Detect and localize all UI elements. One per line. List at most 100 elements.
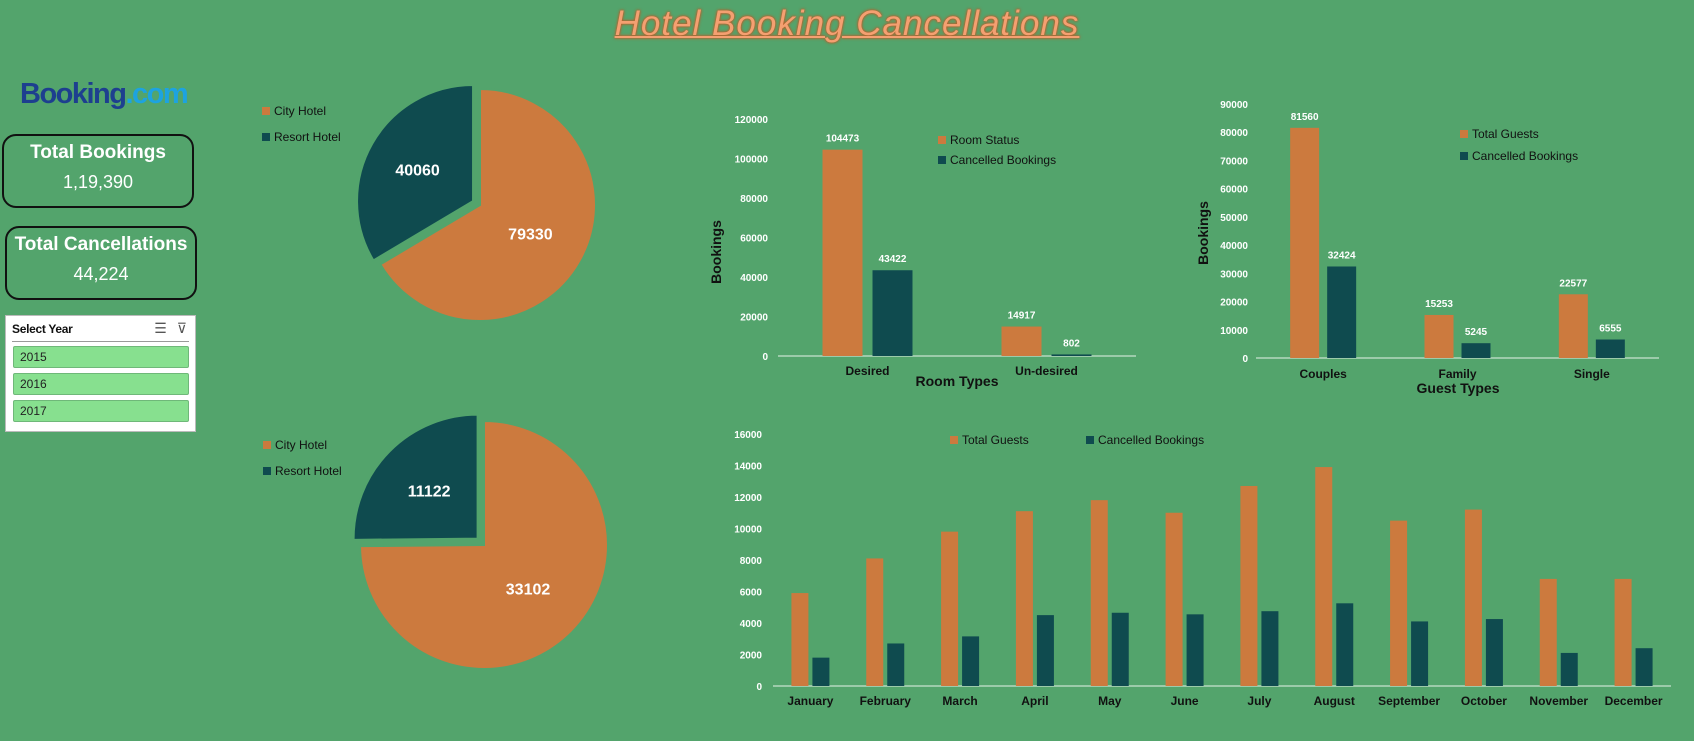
bar-series-1 xyxy=(1015,511,1033,686)
multi-select-icon[interactable]: ☰ xyxy=(154,320,167,336)
bar-data-label: 15253 xyxy=(1425,299,1453,310)
slicer-item-2015[interactable]: 2015 xyxy=(13,346,189,368)
legend-label: Cancelled Bookings xyxy=(1098,433,1204,447)
x-tick-label: Family xyxy=(1438,367,1476,381)
bar-series-1 xyxy=(1090,500,1108,686)
legend-swatch xyxy=(1086,436,1094,444)
bar-series-2 xyxy=(887,643,905,686)
bar-series-2 xyxy=(812,657,830,686)
bar-series-1 xyxy=(1290,127,1320,359)
slicer-header: Select Year xyxy=(12,322,73,336)
legend-label: City Hotel xyxy=(275,438,327,452)
legend-swatch xyxy=(263,441,271,449)
x-tick-label: August xyxy=(1314,694,1355,708)
pie-data-label: 79330 xyxy=(508,227,553,244)
bar-data-label: 43422 xyxy=(879,254,907,265)
x-tick-label: Couples xyxy=(1299,367,1347,381)
bar-series-1 xyxy=(1464,509,1482,686)
bar-data-label: 6555 xyxy=(1599,324,1622,335)
x-tick-label: November xyxy=(1529,694,1588,708)
y-tick-label: 12000 xyxy=(734,493,762,504)
legend-swatch xyxy=(1460,130,1468,138)
x-tick-label: February xyxy=(860,694,912,708)
slicer-item-2016[interactable]: 2016 xyxy=(13,373,189,395)
pie-data-label: 33102 xyxy=(506,582,551,599)
legend-swatch xyxy=(950,436,958,444)
x-tick-label: April xyxy=(1021,694,1048,708)
x-axis-title: Room Types xyxy=(916,373,999,389)
bar-series-2 xyxy=(962,636,980,686)
x-tick-label: May xyxy=(1098,694,1122,708)
bar-series-2 xyxy=(1186,614,1204,686)
bar-series-1 xyxy=(1614,578,1632,686)
bar-data-label: 14917 xyxy=(1008,311,1036,322)
bar-series-2 xyxy=(1560,652,1578,686)
bar-series-1 xyxy=(1315,467,1333,686)
bar-series-1 xyxy=(822,149,863,356)
y-tick-label: 4000 xyxy=(740,619,763,630)
bar-data-label: 5245 xyxy=(1465,327,1488,338)
logo-part-1: Booking xyxy=(20,78,127,110)
x-tick-label: July xyxy=(1247,694,1271,708)
bar-chart-1: 0 20000 40000 60000 80000 100000 120000 104473 4… xyxy=(708,115,1136,389)
legend-label: Total Guests xyxy=(1472,127,1539,141)
y-tick-label: 10000 xyxy=(1220,326,1248,337)
legend-swatch xyxy=(263,467,271,475)
bar-series-1 xyxy=(866,558,884,686)
y-axis-title: Bookings xyxy=(708,220,724,284)
x-tick-label: Single xyxy=(1574,367,1610,381)
bar-series-1 xyxy=(1001,326,1042,356)
y-tick-label: 90000 xyxy=(1220,100,1248,111)
pie-data-label: 40060 xyxy=(395,163,440,180)
legend-swatch xyxy=(1460,152,1468,160)
bar-series-1 xyxy=(1539,578,1557,686)
y-tick-label: 70000 xyxy=(1220,156,1248,167)
y-tick-label: 60000 xyxy=(1220,185,1248,196)
y-tick-label: 20000 xyxy=(740,313,768,324)
pie-chart-2: 33102 11122 City Hotel Resort Hotel xyxy=(263,413,609,670)
slicer-item-2017[interactable]: 2017 xyxy=(13,400,189,422)
bar-series-1 xyxy=(1240,485,1258,686)
bar-series-2 xyxy=(1461,343,1491,358)
y-tick-label: 80000 xyxy=(740,194,768,205)
bar-series-2 xyxy=(1411,621,1429,686)
x-tick-label: September xyxy=(1378,694,1440,708)
pie-chart-1: 79330 40060 City Hotel Resort Hotel xyxy=(262,84,597,322)
y-tick-label: 6000 xyxy=(740,588,763,599)
kpi-label: Total Cancellations xyxy=(14,234,188,255)
logo-part-2: .com xyxy=(125,78,189,110)
y-tick-label: 0 xyxy=(756,682,762,693)
y-tick-label: 60000 xyxy=(740,234,768,245)
legend-label: Total Guests xyxy=(962,433,1029,447)
x-tick-label: Desired xyxy=(845,364,889,378)
y-tick-label: 20000 xyxy=(1220,298,1248,309)
legend-swatch xyxy=(262,133,270,141)
x-tick-label: December xyxy=(1605,694,1663,708)
x-tick-label: January xyxy=(787,694,833,708)
kpi-value: 1,19,390 xyxy=(62,172,134,192)
clear-filter-icon[interactable]: ⊽ xyxy=(176,320,187,336)
kpi-label: Total Bookings xyxy=(30,142,166,163)
y-tick-label: 30000 xyxy=(1220,269,1248,280)
x-tick-label: October xyxy=(1461,694,1507,708)
pie-slice-resort-hotel xyxy=(356,84,475,262)
y-tick-label: 40000 xyxy=(740,273,768,284)
legend-label: Resort Hotel xyxy=(274,130,341,144)
y-tick-label: 0 xyxy=(762,352,768,363)
y-tick-label: 2000 xyxy=(740,651,763,662)
bar-series-2 xyxy=(1051,354,1092,356)
pie-data-label: 11122 xyxy=(408,484,451,501)
pie-slice-resort-hotel xyxy=(352,413,479,541)
legend-label: Room Status xyxy=(950,133,1019,147)
bar-series-1 xyxy=(1390,520,1408,686)
y-tick-label: 100000 xyxy=(735,155,769,166)
legend-swatch xyxy=(262,107,270,115)
bar-chart-2: 0 10000 20000 30000 40000 50000 60000 70000 8000… xyxy=(1195,100,1659,396)
year-slicer: Select Year ☰ ⊽ 2015 2016 2017 xyxy=(5,315,196,432)
legend-label: Cancelled Bookings xyxy=(950,153,1056,167)
bar-series-2 xyxy=(1327,266,1357,358)
x-tick-label: June xyxy=(1171,694,1199,708)
bar-series-2 xyxy=(1595,339,1625,358)
bar-series-1 xyxy=(941,531,959,686)
y-tick-label: 50000 xyxy=(1220,213,1248,224)
